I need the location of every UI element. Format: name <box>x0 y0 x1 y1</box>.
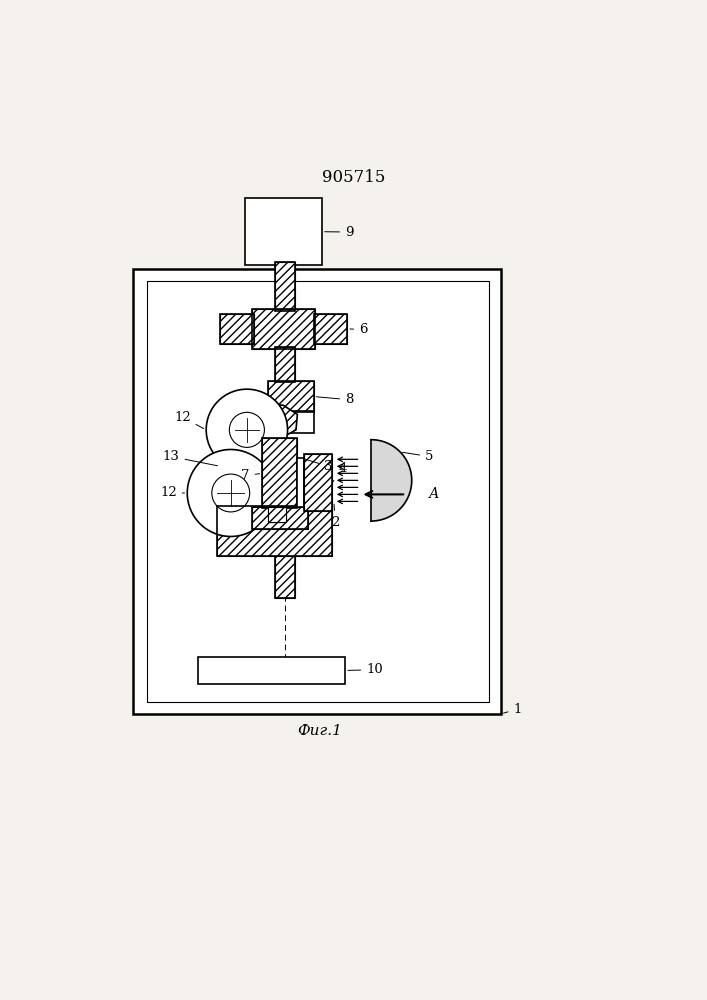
Bar <box>275 262 295 311</box>
Bar <box>220 314 254 344</box>
Text: 3: 3 <box>303 459 332 473</box>
Text: 7: 7 <box>241 469 259 482</box>
Bar <box>132 269 501 714</box>
Bar <box>252 507 308 529</box>
Text: 6: 6 <box>350 323 368 336</box>
Bar <box>198 657 345 684</box>
Bar <box>275 507 295 598</box>
Text: 1: 1 <box>503 703 522 716</box>
Bar <box>262 438 298 508</box>
Text: 4: 4 <box>332 462 346 482</box>
Polygon shape <box>371 440 411 521</box>
Bar <box>146 281 489 702</box>
Bar <box>220 314 254 344</box>
Bar <box>252 309 315 349</box>
Text: А: А <box>428 487 439 501</box>
Bar <box>278 411 314 433</box>
Bar <box>268 507 286 522</box>
Bar <box>262 438 298 508</box>
Text: 5: 5 <box>402 450 433 463</box>
Bar <box>252 309 315 349</box>
Bar <box>245 198 322 265</box>
Text: 13: 13 <box>163 450 218 466</box>
Bar <box>275 507 295 598</box>
Circle shape <box>187 449 274 536</box>
Text: 8: 8 <box>316 393 354 406</box>
Text: 12: 12 <box>160 486 185 499</box>
Bar <box>268 507 286 522</box>
Bar <box>275 347 295 382</box>
Polygon shape <box>212 464 296 507</box>
Bar <box>305 454 332 511</box>
Bar <box>275 262 295 311</box>
Text: 12: 12 <box>174 411 204 429</box>
Bar <box>305 454 332 511</box>
Text: 2: 2 <box>331 504 339 529</box>
Bar <box>268 381 313 412</box>
Polygon shape <box>217 400 298 438</box>
Bar <box>268 381 313 412</box>
Bar <box>252 507 308 529</box>
Circle shape <box>206 389 288 471</box>
Bar <box>313 314 347 344</box>
Bar <box>275 347 295 382</box>
Bar <box>217 506 332 556</box>
Text: 9: 9 <box>325 226 354 239</box>
Bar <box>313 314 347 344</box>
Text: 905715: 905715 <box>322 169 385 186</box>
Text: 10: 10 <box>348 663 383 676</box>
Bar <box>298 458 305 507</box>
Bar <box>268 507 286 522</box>
Text: Фиг.1: Фиг.1 <box>298 724 342 738</box>
Bar <box>217 506 332 556</box>
